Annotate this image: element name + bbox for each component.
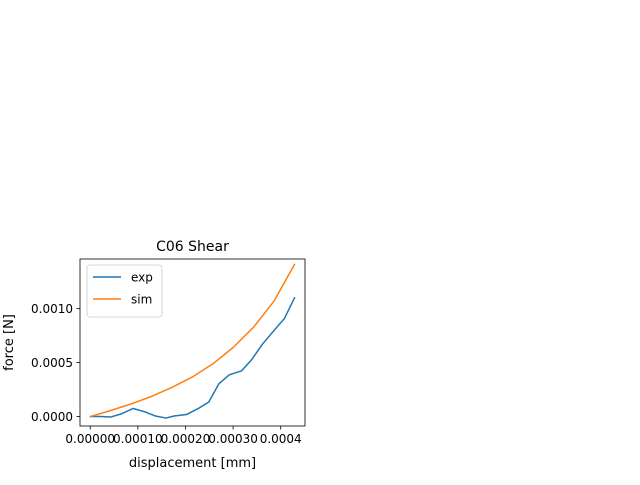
plot-frame [79, 258, 306, 427]
y-axis-label: force [N] [2, 314, 17, 371]
x-tick-label: 0.00000 [65, 432, 115, 446]
x-tick-label: 0.00030 [208, 432, 258, 446]
series-line-exp [89, 296, 296, 419]
y-tick-label: 0.0005 [31, 356, 73, 370]
x-tick-label: 0.00010 [113, 432, 163, 446]
legend-label-exp: exp [131, 271, 153, 285]
x-tick-label: 0.00020 [161, 432, 211, 446]
y-tick-label: 0.0000 [31, 410, 73, 424]
chart-title: C06 Shear [156, 239, 229, 255]
legend-box [86, 264, 163, 318]
x-tick-label: 0.0004 [260, 432, 302, 446]
y-tick-label: 0.0010 [31, 302, 73, 316]
legend: exp sim [86, 264, 163, 318]
series-lines [89, 263, 296, 419]
legend-label-sim: sim [131, 293, 152, 307]
x-axis-label: displacement [mm] [129, 456, 256, 471]
series-line-sim [89, 263, 296, 418]
